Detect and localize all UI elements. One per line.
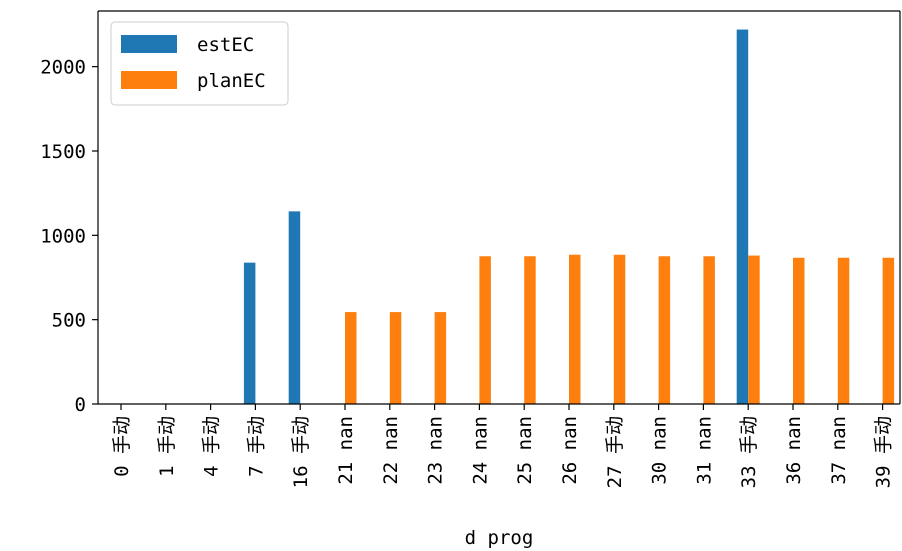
legend-swatch-planEC xyxy=(121,71,177,89)
legend-label-estEC: estEC xyxy=(197,34,254,56)
legend-label-planEC: planEC xyxy=(197,70,266,92)
x-tick-label: 7 手动 xyxy=(245,416,267,477)
bar-planEC-14 xyxy=(748,255,760,404)
y-tick-label: 1500 xyxy=(40,141,86,163)
bar-planEC-8 xyxy=(479,256,491,404)
bar-planEC-16 xyxy=(837,257,850,404)
x-tick-label: 0 手动 xyxy=(111,416,133,477)
bar-planEC-15 xyxy=(793,257,805,404)
x-tick-label: 33 手动 xyxy=(738,416,760,488)
bar-planEC-7 xyxy=(434,312,447,404)
x-tick-label: 21 nan xyxy=(335,416,357,485)
bar-planEC-17 xyxy=(882,257,895,404)
x-tick-label: 30 nan xyxy=(649,416,671,485)
legend: estEC planEC xyxy=(110,21,289,106)
x-tick-label: 25 nan xyxy=(514,416,536,485)
x-tick-label: 27 手动 xyxy=(604,416,626,488)
x-tick-label: 22 nan xyxy=(380,416,402,485)
bar-planEC-5 xyxy=(345,312,357,404)
legend-swatch-estEC xyxy=(121,35,177,53)
x-tick-label: 16 手动 xyxy=(290,416,312,488)
bars-group xyxy=(243,29,895,404)
bar-estEC-3 xyxy=(243,262,256,404)
axes-group: 0 500 1000 1500 2000 0 手动 1 手动 4 手动 7 手动 16 手动 21 … xyxy=(40,10,901,488)
bar-estEC-4 xyxy=(288,211,301,404)
x-tick-label: 36 nan xyxy=(783,416,805,485)
y-tick-label: 0 xyxy=(75,394,86,416)
bar-planEC-6 xyxy=(389,312,402,404)
y-tick-label: 2000 xyxy=(40,57,86,79)
x-tick-label: 31 nan xyxy=(693,416,715,485)
bar-planEC-10 xyxy=(569,254,581,404)
x-tick-label: 26 nan xyxy=(559,416,581,485)
x-tick-label: 4 手动 xyxy=(201,416,223,477)
y-tick-label: 1000 xyxy=(40,225,86,247)
bar-planEC-13 xyxy=(703,256,715,404)
x-axis-label: d prog xyxy=(465,527,534,549)
bar-planEC-12 xyxy=(658,256,671,404)
x-tick-label: 24 nan xyxy=(469,416,491,485)
x-tick-label: 23 nan xyxy=(425,416,447,485)
bar-planEC-9 xyxy=(524,256,536,404)
x-tick-label: 39 手动 xyxy=(873,416,895,488)
x-tick-label: 1 手动 xyxy=(156,416,178,477)
x-tick-label: 37 nan xyxy=(828,416,850,485)
bar-estEC-14 xyxy=(736,29,749,404)
bar-planEC-11 xyxy=(613,254,626,404)
y-tick-label: 500 xyxy=(52,310,86,332)
